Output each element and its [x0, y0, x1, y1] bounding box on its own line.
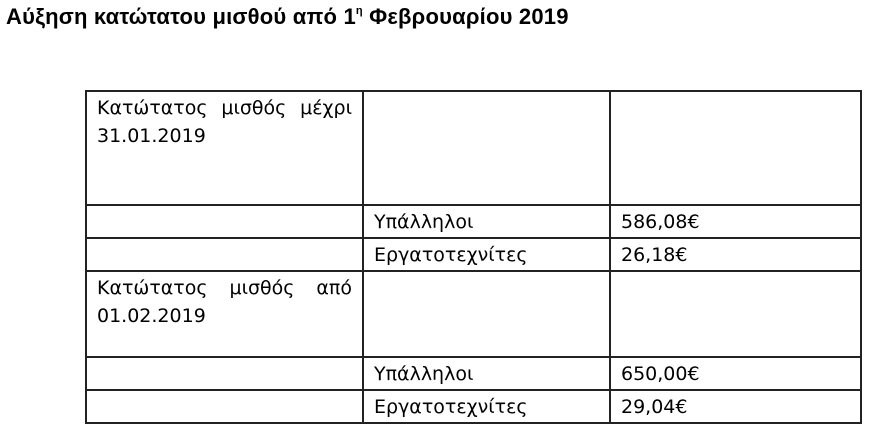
empty-cell [85, 204, 364, 239]
table-row: Κατώτατος μισθός μέχρι 31.01.2019 [85, 90, 862, 206]
table-row: Εργατοτεχνίτες 26,18€ [85, 237, 862, 272]
category-cell: Υπάλληλοι [362, 204, 611, 239]
period-label: Κατώτατος μισθός μέχρι 31.01.2019 [85, 90, 364, 206]
title-text: Αύξηση κατώτατου μισθού από 1 [6, 4, 356, 29]
empty-cell [85, 389, 364, 424]
minimum-wage-table: Κατώτατος μισθός μέχρι 31.01.2019 Υπάλλη… [85, 90, 862, 424]
value-cell: 650,00€ [609, 356, 862, 391]
category-cell: Εργατοτεχνίτες [362, 389, 611, 424]
value-cell: 29,04€ [609, 389, 862, 424]
page-title: Αύξηση κατώτατου μισθού από 1η Φεβρουαρί… [6, 4, 569, 30]
title-superscript: η [355, 4, 363, 17]
empty-cell [85, 356, 364, 391]
category-cell: Υπάλληλοι [362, 356, 611, 391]
value-cell: 26,18€ [609, 237, 862, 272]
value-cell: 586,08€ [609, 204, 862, 239]
empty-cell [362, 90, 611, 206]
category-cell: Εργατοτεχνίτες [362, 237, 611, 272]
empty-cell [362, 270, 611, 358]
table-row: Υπάλληλοι 650,00€ [85, 356, 862, 391]
empty-cell [85, 237, 364, 272]
empty-cell [609, 270, 862, 358]
period-label: Κατώτατος μισθός από 01.02.2019 [85, 270, 364, 358]
title-text-rest: Φεβρουαρίου 2019 [362, 4, 569, 29]
table-row: Εργατοτεχνίτες 29,04€ [85, 389, 862, 424]
table-row: Υπάλληλοι 586,08€ [85, 204, 862, 239]
empty-cell [609, 90, 862, 206]
table-row: Κατώτατος μισθός από 01.02.2019 [85, 270, 862, 358]
